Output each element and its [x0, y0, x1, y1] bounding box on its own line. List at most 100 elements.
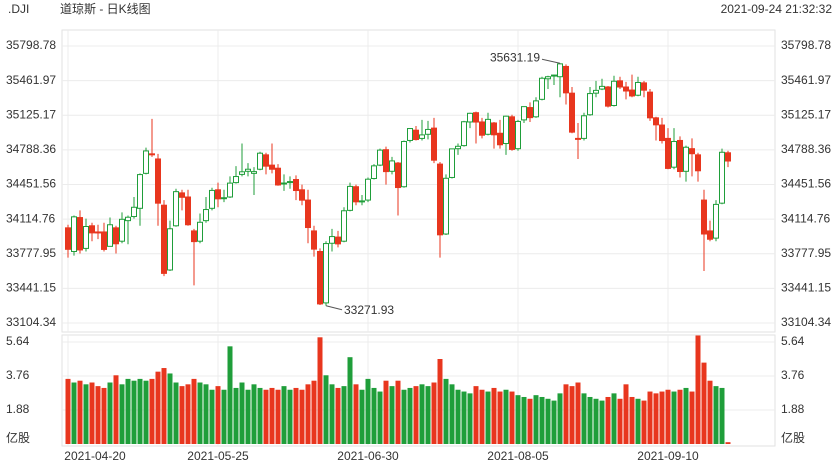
volume-bar	[407, 387, 413, 444]
volume-bar	[623, 384, 629, 444]
volume-bar	[617, 398, 623, 444]
candle-body	[341, 210, 347, 242]
volume-bar	[569, 386, 575, 444]
candle-body	[257, 152, 263, 170]
volume-bar	[353, 384, 359, 444]
volume-bar	[125, 378, 131, 444]
volume-bar	[395, 380, 401, 444]
volume-bar	[275, 389, 281, 444]
volume-bar	[539, 396, 545, 444]
candle-body	[155, 158, 161, 204]
volume-bar	[545, 398, 551, 444]
candle-body	[683, 146, 689, 172]
volume-bar	[89, 382, 95, 444]
candle-body	[251, 171, 257, 174]
y-tick-label-right: 34114.76	[781, 211, 830, 225]
candle-body	[425, 128, 431, 135]
candle-body	[539, 77, 545, 100]
volume-bar	[515, 395, 521, 444]
volume-bar	[305, 384, 311, 444]
volume-bar	[551, 400, 557, 444]
candle-body	[191, 230, 197, 243]
volume-bar	[419, 384, 425, 444]
volume-bar	[77, 380, 83, 444]
candle-body	[479, 121, 485, 136]
x-tick-label: 2021-09-10	[637, 449, 699, 463]
candle-body	[677, 139, 683, 173]
x-tick-label: 2021-05-25	[187, 449, 249, 463]
volume-bar	[335, 387, 341, 444]
volume-bar	[563, 384, 569, 444]
candle-body	[365, 178, 371, 201]
candle-body	[587, 93, 593, 116]
y-tick-label: 35798.78	[6, 38, 56, 52]
candle-body	[83, 226, 89, 249]
candle-body	[527, 107, 533, 119]
candle-body	[563, 65, 569, 94]
candle-body	[707, 230, 713, 240]
candle-body	[725, 152, 731, 162]
y-tick-label-right: 34788.36	[781, 142, 831, 156]
volume-bar	[113, 375, 119, 444]
candle-body	[533, 100, 539, 118]
candle-body	[77, 217, 83, 251]
volume-bar	[161, 368, 167, 444]
high-annotation: 35631.19	[490, 50, 540, 64]
volume-bar	[323, 375, 329, 444]
candle-body	[413, 129, 419, 141]
candle-body	[515, 120, 521, 150]
volume-bar	[689, 391, 695, 444]
candle-body	[491, 122, 497, 136]
candle-body	[383, 149, 389, 173]
candle-body	[107, 224, 113, 247]
candle-body	[437, 163, 443, 236]
candle-body	[635, 81, 641, 96]
volume-bar	[341, 386, 347, 444]
volume-tick-label-right: 1.88	[781, 402, 805, 416]
volume-bar	[107, 382, 113, 444]
candle-body	[65, 227, 71, 250]
candle-body	[275, 167, 281, 186]
candle-body	[593, 89, 599, 94]
volume-bar	[149, 378, 155, 444]
volume-bar	[647, 391, 653, 444]
candle-body	[173, 191, 179, 227]
y-tick-label: 33104.34	[6, 315, 56, 329]
candle-body	[149, 153, 155, 156]
candle-body	[521, 106, 527, 121]
candle-body	[119, 218, 125, 242]
volume-bar	[389, 386, 395, 444]
candle-body	[131, 206, 137, 218]
volume-tick-label: 1.88	[6, 402, 30, 416]
volume-bar	[485, 391, 491, 444]
volume-bar	[377, 391, 383, 444]
candle-body	[443, 177, 449, 235]
y-tick-label: 33441.15	[6, 281, 56, 295]
candle-body	[497, 132, 503, 146]
volume-bar	[461, 391, 467, 444]
candle-body	[419, 134, 425, 139]
low-leader	[325, 305, 343, 311]
candle-body	[653, 117, 659, 126]
candle-body	[179, 192, 185, 198]
candle-body	[125, 216, 131, 222]
volume-bar	[497, 391, 503, 444]
volume-bar	[311, 380, 317, 444]
candle-body	[401, 140, 407, 188]
volume-bar	[197, 382, 203, 444]
volume-bar	[101, 387, 107, 444]
candle-body	[347, 185, 353, 211]
candle-body	[701, 199, 707, 235]
candle-body	[329, 236, 335, 244]
price-panel	[61, 29, 776, 333]
high-leader	[541, 58, 561, 64]
candle-body	[281, 182, 287, 185]
volume-bar	[173, 382, 179, 444]
candle-body	[215, 189, 221, 200]
volume-bar	[467, 393, 473, 444]
candle-body	[95, 231, 101, 234]
volume-bar	[287, 389, 293, 444]
candle-body	[167, 228, 173, 271]
candle-body	[629, 89, 635, 97]
volume-bar	[443, 378, 449, 444]
